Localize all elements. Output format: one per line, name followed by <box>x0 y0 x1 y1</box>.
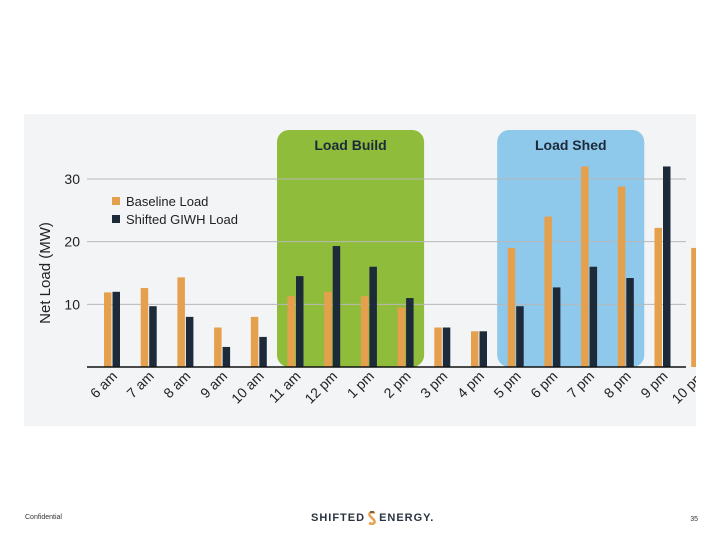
bar-baseline <box>654 227 662 367</box>
x-tick-label: 3 pm <box>417 368 450 401</box>
page-number: 35 <box>690 516 698 523</box>
x-tick-label: 12 pm <box>301 368 340 407</box>
bar-shifted <box>259 336 267 367</box>
y-axis-label: Net Load (MW) <box>37 222 54 324</box>
bar-shifted <box>663 166 671 367</box>
bar-shifted <box>112 291 120 367</box>
x-tick-label: 11 am <box>266 368 304 406</box>
bar-baseline <box>617 186 626 367</box>
bar-baseline <box>324 291 332 367</box>
x-tick-label: 4 pm <box>454 368 487 401</box>
x-tick-label: 8 pm <box>601 368 634 401</box>
bar-baseline <box>177 277 185 367</box>
region-load-shed <box>497 130 645 367</box>
bar-shifted <box>589 266 598 367</box>
bar-baseline <box>544 216 552 367</box>
confidential-label: Confidential <box>25 514 62 521</box>
y-tick-label: 10 <box>64 296 80 312</box>
bar-baseline <box>250 316 259 367</box>
bar-baseline <box>471 331 479 367</box>
region-label: Load Shed <box>535 137 607 153</box>
brand-s-icon <box>368 511 376 525</box>
y-tick-label: 30 <box>64 171 80 187</box>
bar-baseline <box>434 327 442 367</box>
bar-shifted <box>369 266 377 367</box>
x-tick-label: 10 pm <box>668 368 696 407</box>
bar-shifted <box>332 246 341 367</box>
region-load-build <box>277 130 425 367</box>
bar-baseline <box>397 307 406 367</box>
bar-shifted <box>552 287 561 367</box>
legend-label: Shifted GIWH Load <box>126 212 238 227</box>
x-tick-label: 5 pm <box>490 368 523 401</box>
bar-shifted <box>185 316 194 367</box>
x-tick-label: 1 pm <box>344 368 377 401</box>
x-tick-label: 6 am <box>87 368 120 401</box>
bar-shifted <box>626 278 634 367</box>
bar-shifted <box>406 298 414 367</box>
legend-swatch <box>112 197 120 205</box>
x-tick-label: 8 am <box>160 368 193 401</box>
region-label: Load Build <box>314 137 386 153</box>
bar-baseline <box>140 288 149 367</box>
brand-right: ENERGY. <box>379 512 435 524</box>
y-tick-label: 20 <box>64 234 80 250</box>
load-chart: Load Build Load Shed 10 20 30 Net Load (MW) 6 … <box>37 130 696 407</box>
bar-baseline <box>581 166 589 367</box>
bar-baseline <box>507 247 516 367</box>
x-tick-label: 6 pm <box>527 368 560 401</box>
bar-baseline <box>691 247 696 367</box>
x-tick-label: 7 am <box>123 368 156 401</box>
x-tick-label: 9 am <box>197 368 230 401</box>
brand-left: SHIFTED <box>311 512 366 524</box>
bar-shifted <box>222 346 231 367</box>
legend-label: Baseline Load <box>126 194 208 209</box>
x-tick-label: 7 pm <box>564 368 597 401</box>
x-tick-label: 9 pm <box>637 368 670 401</box>
brand-logo: SHIFTED ENERGY. <box>311 511 434 525</box>
bar-shifted <box>296 276 304 367</box>
chart-panel: Load Build Load Shed 10 20 30 Net Load (MW) 6 … <box>24 114 696 426</box>
legend-swatch <box>112 215 120 223</box>
x-tick-label: 10 am <box>228 368 267 407</box>
bar-shifted <box>149 306 157 367</box>
bar-shifted <box>442 327 451 367</box>
x-tick-label: 2 pm <box>380 368 413 401</box>
bar-shifted <box>479 331 487 367</box>
bar-baseline <box>104 292 112 367</box>
bar-baseline <box>214 327 222 367</box>
bar-baseline <box>287 296 295 367</box>
bar-baseline <box>360 296 369 367</box>
bar-shifted <box>516 306 524 367</box>
